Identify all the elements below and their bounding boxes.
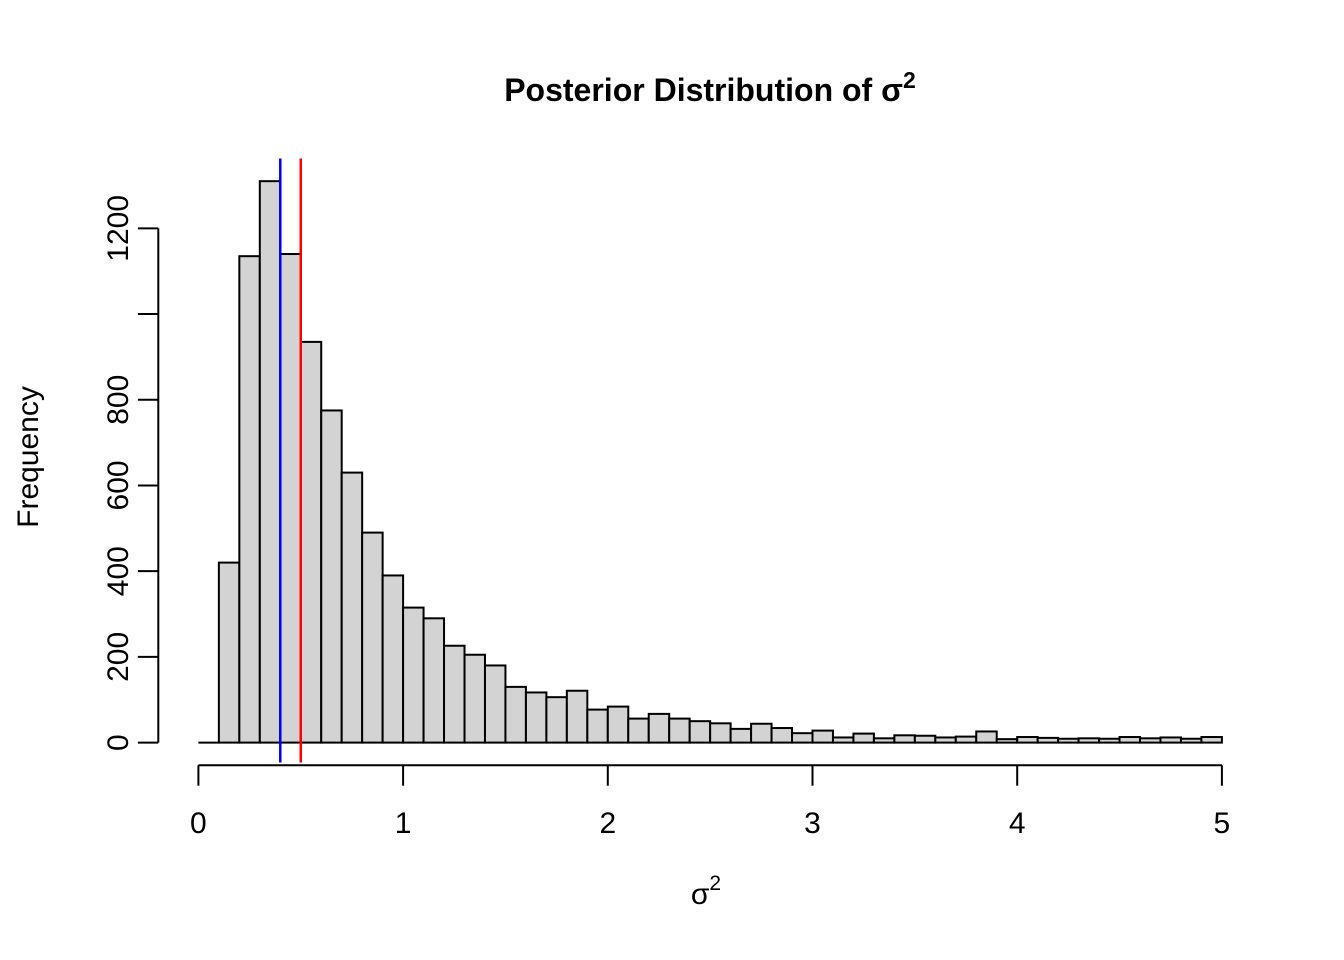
y-tick-label: 1200: [102, 195, 135, 262]
histogram-bar: [1098, 737, 1121, 744]
x-axis-title-text: σ: [691, 878, 710, 911]
y-tick-label: 200: [102, 632, 135, 682]
histogram-bar: [934, 736, 957, 744]
histogram-bar: [1159, 736, 1182, 744]
histogram-bar: [1077, 737, 1101, 744]
histogram-bar: [791, 732, 814, 744]
histogram-bar: [443, 644, 466, 744]
histogram-bar: [913, 734, 937, 744]
histogram-bar: [729, 727, 753, 744]
histogram-bar: [238, 255, 261, 744]
y-tick-label: 800: [102, 375, 135, 425]
histogram-bar: [995, 738, 1019, 744]
histogram-bar: [402, 606, 425, 744]
y-tick-label: 0: [102, 734, 135, 751]
histogram-bar: [1016, 736, 1039, 744]
histogram-bar: [852, 732, 875, 744]
histogram-bar: [750, 722, 773, 744]
x-tick-label: 2: [599, 807, 616, 840]
x-tick-label: 0: [190, 807, 207, 840]
histogram-bar: [770, 727, 794, 744]
plot-title-superscript: 2: [903, 67, 916, 93]
histogram-bar: [1118, 736, 1142, 744]
histogram-bar: [872, 737, 896, 744]
axes: 0 200 400 600 800 1200 0 1 2 3 4 5: [102, 195, 1230, 840]
histogram-bar: [586, 708, 609, 744]
x-tick-label: 4: [1009, 807, 1026, 840]
histogram-bar: [299, 340, 323, 744]
y-tick-label: 400: [102, 546, 135, 596]
histogram-bar: [606, 705, 630, 744]
x-tick-label: 3: [804, 807, 821, 840]
histogram-bar: [975, 730, 998, 744]
histogram-bar: [893, 734, 916, 744]
histogram-bar: [483, 664, 507, 744]
histogram-bar: [565, 689, 589, 744]
histogram-bar: [1139, 737, 1162, 744]
histogram-bar: [1057, 737, 1080, 744]
histogram-bar: [831, 736, 855, 744]
histogram-bar: [524, 691, 548, 744]
histogram-bar: [258, 180, 282, 744]
histogram-bar: [1036, 736, 1060, 744]
histogram-bar: [668, 717, 691, 744]
x-axis-title-superscript: 2: [709, 872, 721, 895]
histogram-bar: [1200, 736, 1223, 744]
histogram-bar: [647, 712, 671, 744]
plot-title: Posterior Distribution of σ2: [504, 67, 916, 108]
histogram-bar: [279, 253, 302, 744]
histogram-bar: [954, 735, 978, 744]
histogram-bar: [217, 561, 241, 744]
histogram-bars: [198, 180, 1223, 744]
x-tick-label: 1: [395, 807, 412, 840]
histogram-bar: [688, 720, 712, 744]
reference-lines: [279, 158, 302, 763]
plot-title-text: Posterior Distribution of σ: [504, 72, 903, 108]
histogram-bar: [320, 409, 343, 744]
histogram-bar: [340, 471, 364, 744]
y-axis-title: Frequency: [12, 386, 45, 528]
histogram-bar: [709, 722, 732, 744]
y-tick-label: 600: [102, 460, 135, 510]
histogram-bar: [463, 653, 486, 744]
histogram-bar: [422, 617, 446, 744]
histogram-bar: [545, 696, 568, 744]
histogram-bar: [361, 531, 384, 744]
x-axis-title: σ2: [691, 872, 721, 911]
x-tick-label: 5: [1214, 807, 1231, 840]
histogram-bar: [504, 685, 527, 744]
histogram-bar: [627, 717, 650, 744]
histogram-bar: [811, 729, 834, 744]
histogram-bar: [381, 574, 405, 744]
histogram-bar: [1179, 737, 1203, 744]
